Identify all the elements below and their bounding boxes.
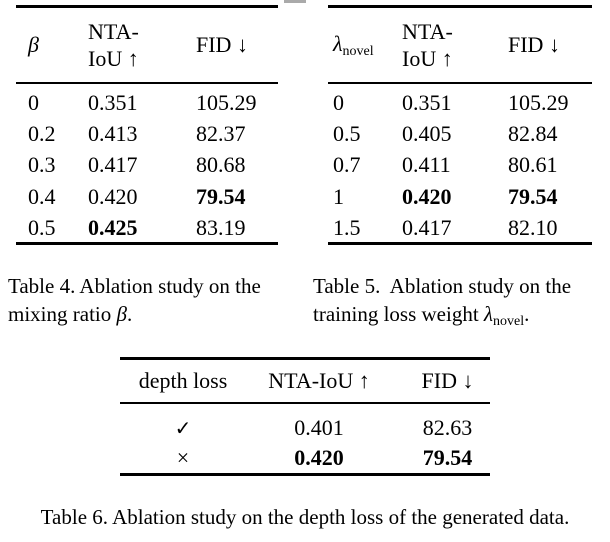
table-row: 0 0.351 105.29 — [16, 88, 278, 119]
table-row: × 0.420 79.54 — [120, 443, 490, 473]
cell-fid: 105.29 — [508, 90, 569, 116]
table-6-caption: Table 6. Ablation study on the depth los… — [40, 505, 570, 529]
table-6-bottom-rule — [120, 473, 490, 476]
cell-beta: 0.5 — [28, 214, 56, 240]
cell-lambda: 0 — [333, 90, 344, 116]
cell-lambda: 1.5 — [333, 214, 361, 240]
table-5-header-row: λnovel NTA- IoU ↑ FID ↓ — [328, 8, 592, 82]
lambda-symbol: λ — [333, 30, 343, 56]
cell-fid: 82.10 — [508, 214, 558, 240]
table-4-mid-rule — [16, 82, 278, 84]
table-6-mid-rule — [120, 402, 490, 404]
cell-nta-iou: 0.420 — [402, 183, 452, 209]
checkmark-icon: ✓ — [174, 416, 192, 440]
cell-lambda: 0.5 — [333, 121, 361, 147]
cell-lambda: 0.7 — [333, 152, 361, 178]
table-row: 0.5 0.405 82.84 — [328, 119, 592, 150]
table-4-header-row: β NTA- IoU ↑ FID ↓ — [16, 8, 278, 82]
beta-symbol: β — [116, 302, 127, 326]
cell-fid: 79.54 — [508, 183, 558, 209]
cell-nta-iou: 0.351 — [88, 90, 138, 116]
cell-nta-iou: 0.405 — [402, 121, 452, 147]
cell-beta: 0.2 — [28, 121, 56, 147]
lambda-subscript: novel — [493, 314, 525, 329]
cell-fid: 80.61 — [508, 152, 558, 178]
table-5-top-rule — [328, 5, 592, 8]
caption-line: Table 4. Ablation study on the — [8, 274, 261, 298]
caption-line: training loss weight λnovel. — [313, 302, 530, 329]
table-6-body: ✓ 0.401 82.63 × 0.420 79.54 — [120, 404, 490, 474]
table-6-depth-loss: depth loss NTA-IoU ↑ FID ↓ ✓ 0.401 82.63… — [120, 357, 490, 478]
cross-icon: × — [176, 445, 190, 470]
table-6-top-rule — [120, 357, 490, 360]
table-6-header-fid: FID ↓ — [421, 368, 474, 393]
table-5-mid-rule — [328, 82, 592, 84]
cell-lambda: 1 — [333, 183, 344, 209]
table-row: ✓ 0.401 82.63 — [120, 413, 490, 443]
cell-nta-iou: 0.411 — [402, 152, 451, 178]
table-row: 0.7 0.411 80.61 — [328, 150, 592, 181]
cell-fid: 105.29 — [196, 90, 257, 116]
caption-line: mixing ratio β. — [8, 302, 133, 326]
table-4-caption: Table 4. Ablation study on the mixing ra… — [8, 272, 292, 328]
cell-nta-iou: 0.351 — [402, 90, 452, 116]
table-4-mixing-ratio: β NTA- IoU ↑ FID ↓ 0 0.351 105.29 0.2 0.… — [16, 5, 278, 247]
table-5-bottom-rule — [328, 242, 592, 245]
cell-nta-iou: 0.417 — [402, 214, 452, 240]
table-row: 0 0.351 105.29 — [328, 88, 592, 119]
table-5-header-lambda: λnovel — [333, 31, 402, 60]
table-6-header-nta-iou: NTA-IoU ↑ — [268, 368, 370, 393]
cell-nta-iou: 0.425 — [88, 214, 138, 240]
cell-beta: 0 — [28, 90, 39, 116]
table-6-header-depth-loss: depth loss — [138, 368, 228, 393]
cell-fid: 82.37 — [196, 121, 246, 147]
table-6-header-row: depth loss NTA-IoU ↑ FID ↓ — [120, 360, 490, 402]
cropped-figure-rule-fragment — [284, 0, 306, 3]
table-row: 1 0.420 79.54 — [328, 181, 592, 212]
cell-fid: 79.54 — [196, 183, 246, 209]
cell-nta-iou: 0.413 — [88, 121, 138, 147]
cell-nta-iou: 0.401 — [294, 415, 344, 440]
table-5-caption: Table 5. Ablation study on the training … — [313, 272, 607, 336]
table-4-header-nta-iou: NTA- IoU ↑ — [88, 19, 139, 71]
table-4-top-rule — [16, 5, 278, 8]
lambda-subscript: novel — [342, 43, 374, 59]
table-4-bottom-rule — [16, 242, 278, 245]
cell-fid: 79.54 — [422, 445, 473, 470]
caption-line: Table 5. Ablation study on the — [313, 274, 572, 298]
table-row: 0.5 0.425 83.19 — [16, 212, 278, 243]
beta-symbol: β — [28, 32, 39, 57]
cell-beta: 0.4 — [28, 183, 56, 209]
table-5-header-nta-iou: NTA- IoU ↑ — [402, 19, 453, 71]
cell-beta: 0.3 — [28, 152, 56, 178]
table-4-body: 0 0.351 105.29 0.2 0.413 82.37 0.3 0.417… — [16, 84, 278, 244]
cell-fid: 83.19 — [196, 214, 246, 240]
table-5-loss-weight: λnovel NTA- IoU ↑ FID ↓ 0 0.351 105.29 0… — [328, 5, 592, 247]
table-5-body: 0 0.351 105.29 0.5 0.405 82.84 0.7 0.411… — [328, 84, 592, 244]
cell-fid: 82.84 — [508, 121, 558, 147]
cell-nta-iou: 0.417 — [88, 152, 138, 178]
lambda-symbol: λ — [483, 302, 494, 326]
cell-nta-iou: 0.420 — [88, 183, 138, 209]
table-4-header-beta: β — [28, 32, 88, 58]
cell-fid: 82.63 — [422, 415, 473, 440]
table-row: 0.2 0.413 82.37 — [16, 119, 278, 150]
cell-fid: 80.68 — [196, 152, 246, 178]
table-row: 0.4 0.420 79.54 — [16, 181, 278, 212]
table-5-header-fid: FID ↓ — [508, 32, 560, 57]
table-4-header-fid: FID ↓ — [196, 32, 248, 57]
table-row: 0.3 0.417 80.68 — [16, 150, 278, 181]
table-row: 1.5 0.417 82.10 — [328, 212, 592, 243]
cell-nta-iou: 0.420 — [294, 445, 344, 470]
